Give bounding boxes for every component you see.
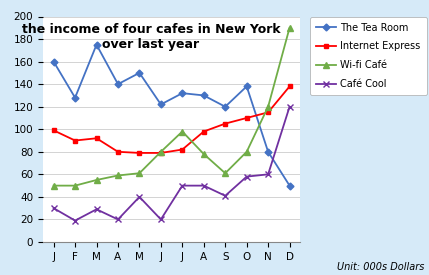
Text: Unit: 000s Dollars: Unit: 000s Dollars: [337, 262, 425, 272]
Wi-fi Café: [266, 105, 271, 108]
Café Cool: [266, 173, 271, 176]
Café Cool: [51, 207, 56, 210]
The Tea Room: [137, 71, 142, 75]
Legend: The Tea Room, Internet Express, Wi-fi Café, Café Cool: The Tea Room, Internet Express, Wi-fi Ca…: [310, 17, 426, 95]
Café Cool: [137, 195, 142, 199]
Wi-fi Café: [287, 26, 292, 29]
Internet Express: [137, 151, 142, 155]
The Tea Room: [115, 82, 121, 86]
Line: Internet Express: Internet Express: [51, 84, 292, 155]
Line: Café Cool: Café Cool: [51, 104, 292, 223]
Wi-fi Café: [180, 130, 185, 133]
Café Cool: [115, 218, 121, 221]
The Tea Room: [158, 103, 163, 106]
Café Cool: [244, 175, 249, 178]
The Tea Room: [287, 184, 292, 187]
Café Cool: [180, 184, 185, 187]
The Tea Room: [244, 85, 249, 88]
Wi-fi Café: [201, 152, 206, 156]
Internet Express: [180, 148, 185, 151]
Wi-fi Café: [51, 184, 56, 187]
Internet Express: [51, 129, 56, 132]
Internet Express: [287, 85, 292, 88]
The Tea Room: [73, 96, 78, 99]
Café Cool: [73, 219, 78, 222]
Internet Express: [94, 137, 99, 140]
Wi-fi Café: [137, 172, 142, 175]
Wi-fi Café: [73, 184, 78, 187]
Internet Express: [73, 139, 78, 142]
Café Cool: [287, 105, 292, 108]
Internet Express: [115, 150, 121, 153]
Wi-fi Café: [244, 150, 249, 153]
The Tea Room: [94, 43, 99, 46]
The Tea Room: [223, 105, 228, 108]
Café Cool: [158, 218, 163, 221]
Line: The Tea Room: The Tea Room: [51, 42, 292, 188]
Internet Express: [223, 122, 228, 125]
Wi-fi Café: [158, 150, 163, 153]
Internet Express: [158, 151, 163, 155]
Internet Express: [244, 116, 249, 120]
The Tea Room: [201, 94, 206, 97]
The Tea Room: [266, 150, 271, 153]
Internet Express: [201, 130, 206, 133]
Wi-fi Café: [94, 178, 99, 182]
The Tea Room: [180, 92, 185, 95]
Line: Wi-fi Café: Wi-fi Café: [51, 25, 292, 188]
Wi-fi Café: [223, 172, 228, 175]
Café Cool: [94, 208, 99, 211]
Café Cool: [223, 194, 228, 197]
The Tea Room: [51, 60, 56, 63]
Wi-fi Café: [115, 174, 121, 177]
Internet Express: [266, 111, 271, 114]
Text: the income of four cafes in New York
over last year: the income of four cafes in New York ove…: [22, 23, 280, 51]
Café Cool: [201, 184, 206, 187]
